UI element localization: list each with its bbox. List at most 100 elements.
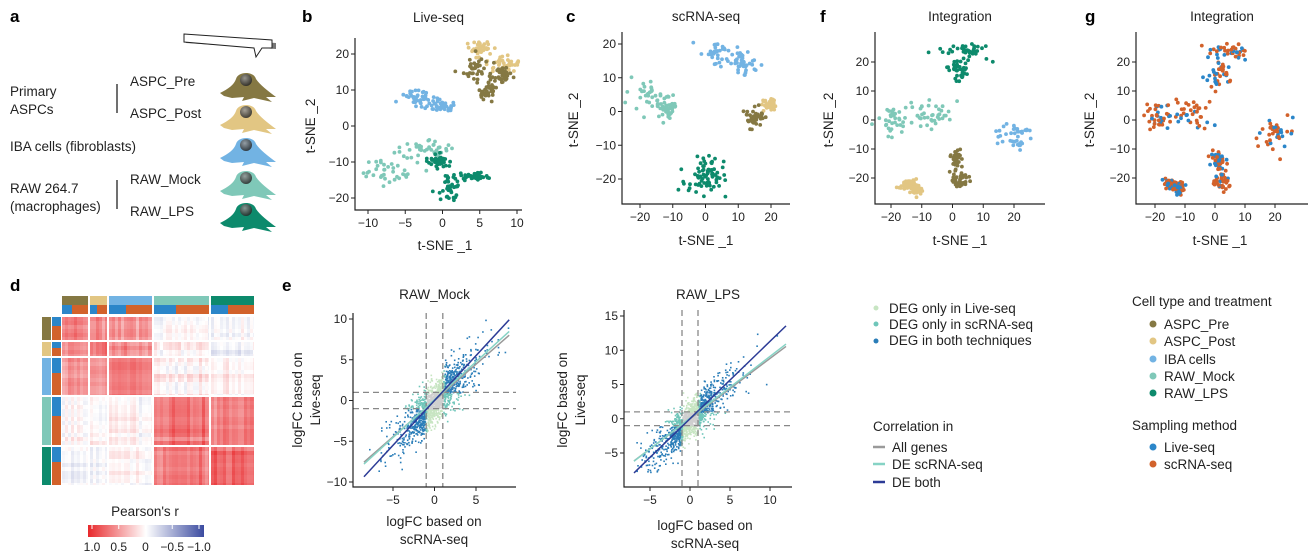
heatmap-cell [77,429,80,433]
heatmap-cell [223,425,226,429]
scatter-point [695,154,700,159]
heatmap-cell [187,425,190,429]
heatmap-cell [235,447,238,451]
heatmap-cell [93,394,96,395]
heatmap-cell [223,441,226,445]
heatmap-cell [193,483,196,485]
heatmap-cell [96,374,99,378]
heatmap-cell [102,350,105,354]
heatmap-cell [238,382,241,386]
scatter-point [710,55,715,60]
heatmap-cell [160,362,163,366]
heatmap-cell [226,409,229,413]
heatmap-cell [105,333,107,337]
scatter-point [939,108,944,113]
scatter-point [478,63,482,68]
heatmap-cell [199,417,202,421]
heatmap-cell [241,342,244,346]
heatmap-cell [109,459,112,463]
scatter-point [477,88,482,93]
heatmap-cell [190,378,193,382]
heatmap-cell [163,397,166,401]
scatter-point [769,107,774,112]
heatmap-cell [151,374,152,378]
heatmap-cell [253,429,254,433]
heatmap-cell [181,354,184,356]
heatmap-cell [124,321,127,325]
heatmap-cell [139,378,142,382]
scatter-point [1166,178,1171,183]
heatmap-cell [80,354,83,356]
x-tick-label: −5 [398,216,412,230]
heatmap-cell [77,329,80,333]
heatmap-cell [163,342,166,346]
scatter-point [443,101,448,106]
heatmap-cell [99,401,102,405]
heatmap-cell [65,378,68,382]
heatmap-cell [244,394,247,395]
heatmap-cell [235,386,238,390]
heatmap-cell [169,417,172,421]
heatmap-cell [241,370,244,374]
heatmap-cell [142,483,145,485]
heatmap-cell [214,397,217,401]
scatter-point [956,152,961,157]
scatter-point [951,175,956,180]
heatmap-cell [220,362,223,366]
scatter-point [1186,118,1191,123]
y-tick-label: 10 [336,83,350,97]
scatter-point [444,413,446,415]
scatter-point [676,187,681,192]
heatmap-cell [151,413,152,417]
heatmap-cell [93,447,96,451]
row-annotation-sampling [52,317,61,326]
heatmap-cell [93,397,96,401]
heatmap-cell [157,401,160,405]
heatmap-cell [238,350,241,354]
heatmap-cell [163,463,166,467]
heatmap-cell [184,483,187,485]
heatmap-cell [187,433,190,437]
heatmap-cell [62,433,65,437]
heatmap-cell [90,378,93,382]
heatmap-cell [77,405,80,409]
raw-label-2: (macrophages) [10,199,101,214]
heatmap-cell [253,370,254,374]
heatmap-cell [223,342,226,346]
heatmap-cell [130,441,133,445]
scatter-point [392,150,397,155]
heatmap-cell [99,425,102,429]
heatmap-cell [214,317,217,321]
heatmap-cell [178,429,181,433]
heatmap-cell [166,455,169,459]
scatter-point [384,461,386,464]
heatmap-cell [169,342,172,346]
heatmap-cell [139,401,142,405]
row-annotation-cell-type [42,397,51,445]
scatter-point [428,415,430,417]
heatmap-cell [232,421,235,425]
heatmap-cell [133,467,136,471]
scatter-point [1226,65,1231,69]
heatmap-cell [86,329,88,333]
heatmap-cell [83,390,86,394]
heatmap-cell [68,459,71,463]
heatmap-cell [235,475,238,479]
heatmap-cell [232,354,235,356]
column-annotation-sampling [126,305,152,314]
heatmap-cell [202,397,205,401]
heatmap-cell [93,358,96,362]
heatmap-cell [199,370,202,374]
heatmap-cell [166,394,169,395]
heatmap-cell [250,433,253,437]
heatmap-cell [145,354,148,356]
heatmap-cell [99,459,102,463]
scatter-point [429,162,434,167]
scatter-point [457,396,460,399]
heatmap-cell [172,386,175,390]
heatmap-cell [112,317,115,321]
heatmap-cell [175,475,178,479]
heatmap-cell [208,362,209,366]
heatmap-cell [190,397,193,401]
scatter-point [420,90,425,95]
